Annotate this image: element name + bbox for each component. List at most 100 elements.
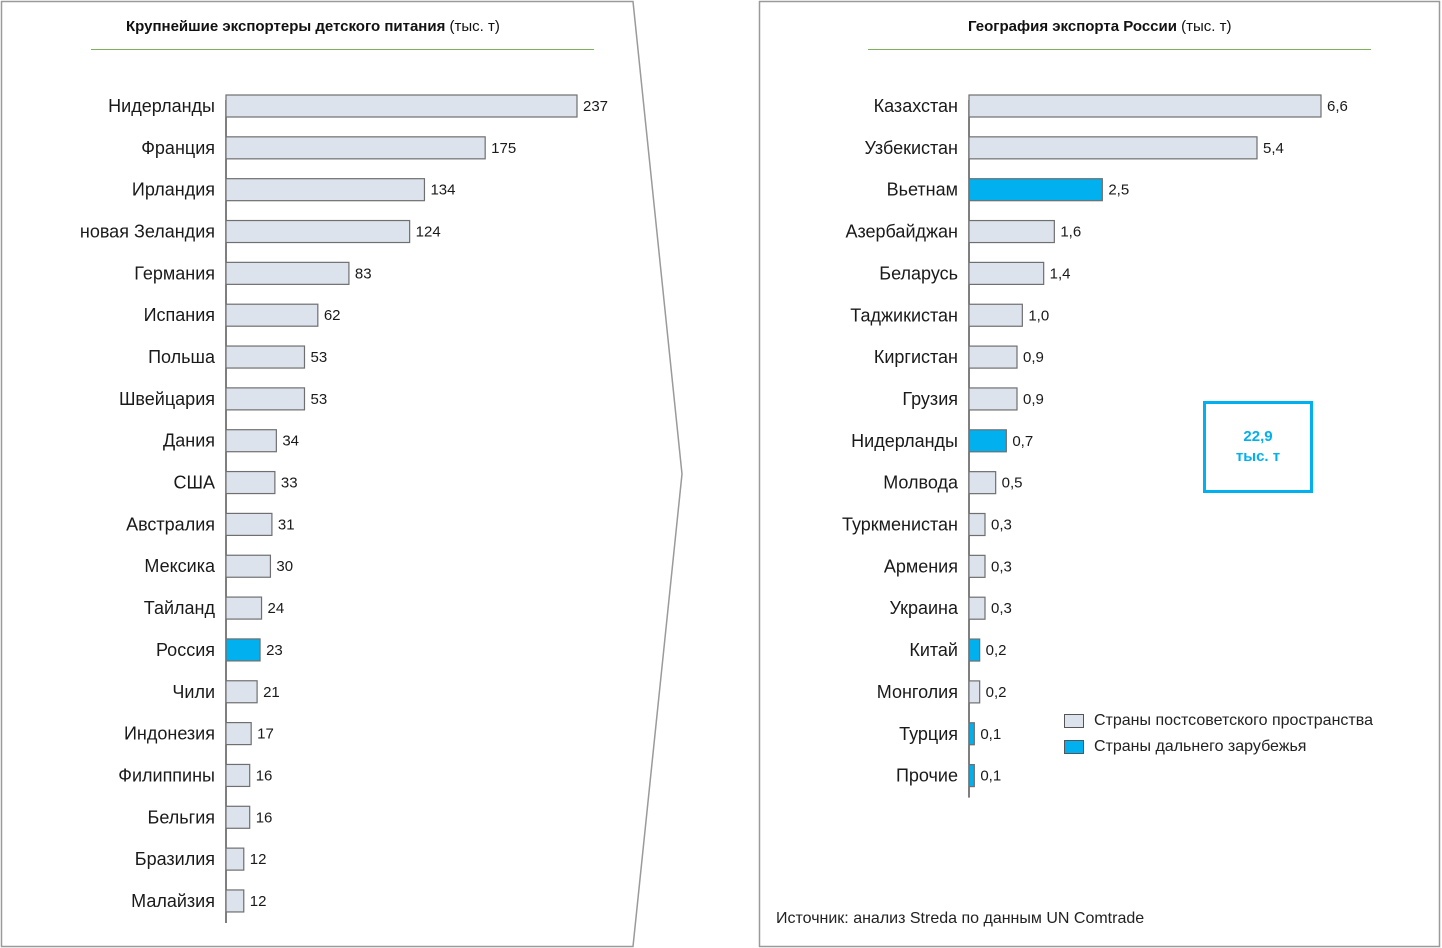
value-label: 12 [250,851,267,868]
value-label: 16 [256,809,273,826]
bar [968,219,1055,244]
total-export-value: 22,9 [1243,428,1273,445]
bar [968,554,986,578]
bar [968,763,975,788]
category-label: Таджикистан [850,305,958,325]
category-label: Филиппины [118,765,215,785]
category-label: Узбекистан [864,138,958,158]
category-label: Молвода [883,473,959,493]
legend-item-domestic: Страны постсоветского пространства [1064,708,1373,734]
category-label: Швейцария [119,389,215,409]
value-label: 1,4 [1050,265,1071,282]
bar [225,638,261,662]
category-label: Испания [144,305,215,325]
value-label: 17 [257,726,274,743]
bar [968,94,1322,118]
legend-label-domestic: Страны постсоветского пространства [1094,712,1373,729]
left-chart-title: Крупнейшие экспортеры детского питания (… [126,18,500,35]
value-label: 30 [276,558,293,575]
category-label: Вьетнам [887,180,958,200]
bar [225,847,245,871]
category-label: Дания [163,431,215,451]
right-chart-title-unit: (тыс. т) [1181,18,1232,35]
bar [968,471,997,495]
category-label: Индонезия [124,724,215,744]
bar [225,219,411,244]
legend-item-foreign: Страны дальнего зарубежья [1064,734,1373,760]
bar [225,889,245,913]
value-label: 53 [310,391,327,408]
value-label: 0,3 [991,517,1012,534]
value-label: 0,5 [1002,475,1023,492]
bar [968,261,1045,285]
value-label: 0,3 [991,600,1012,617]
category-label: Польша [148,347,216,367]
value-label: 34 [282,433,299,450]
bar [225,429,277,453]
category-label: Малайзия [131,891,215,911]
legend-swatch-foreign [1064,740,1084,754]
value-label: 1,6 [1060,224,1081,241]
category-label: Китай [909,640,958,660]
value-label: 134 [430,182,455,199]
category-label: Киргистан [874,347,958,367]
value-label: 83 [355,265,372,282]
value-label: 16 [256,767,273,784]
bar [968,638,981,662]
value-label: 1,0 [1028,307,1049,324]
category-label: Франция [141,138,215,158]
bar [225,596,263,620]
left-title-rule [91,49,594,50]
category-label: США [173,473,215,493]
value-label: 0,1 [980,768,1001,785]
category-label: Туркменистан [842,515,958,535]
category-label: Австралия [126,514,215,534]
value-label: 62 [324,307,341,324]
category-label: Бразилия [135,849,215,869]
category-label: Прочие [896,766,958,786]
value-label: 31 [278,516,295,533]
category-label: Грузия [902,389,958,409]
category-label: Бельгия [148,807,215,827]
bar [968,429,1007,453]
chart-legend: Страны постсоветского пространства Стран… [1064,708,1373,760]
bar [225,303,319,327]
category-label: Турция [899,724,958,744]
right-bar-chart: Казахстан 6,6 Узбекистан 5,4 Вьетнам 2,5 Азерб… [842,94,1348,798]
right-panel-border [758,0,1441,948]
bar [225,387,306,411]
value-label: 0,7 [1012,433,1033,450]
value-label: 0,2 [986,684,1007,701]
category-label: Нидерланды [851,431,958,451]
value-label: 12 [250,893,267,910]
value-label: 24 [268,600,285,617]
bar [968,680,981,704]
total-export-box: 22,9 тыс. т [1203,401,1313,493]
right-title-rule [868,49,1371,50]
left-chart-title-main: Крупнейшие экспортеры детского питания [126,18,446,35]
bar [968,512,986,537]
bar [225,763,251,788]
bar [225,805,251,829]
bar [225,512,273,537]
bar [968,136,1258,160]
bar [968,178,1103,202]
bar [225,178,426,202]
value-label: 0,9 [1023,391,1044,408]
bar [968,722,975,746]
value-label: 237 [583,98,608,115]
right-chart-title-main: География экспорта России [968,18,1177,35]
value-label: 124 [416,224,441,241]
left-panel-border [0,0,683,948]
bar [225,136,486,160]
category-label: Беларусь [879,263,958,283]
right-chart-title: География экспорта России (тыс. т) [968,18,1232,35]
value-label: 5,4 [1263,140,1284,157]
category-label: Армения [884,556,958,576]
legend-swatch-domestic [1064,714,1084,728]
category-label: Нидерланды [108,96,215,116]
bar [968,303,1023,327]
bar [225,261,350,285]
value-label: 6,6 [1327,98,1348,115]
